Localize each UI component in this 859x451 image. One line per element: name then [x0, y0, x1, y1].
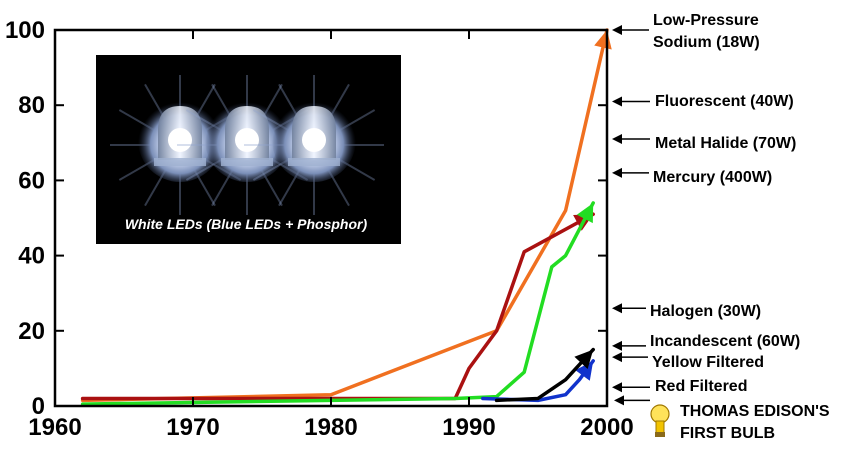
reference-level: Red Filtered — [612, 378, 747, 395]
reference-label: Red Filtered — [655, 378, 747, 395]
series-arrowhead-3 — [575, 360, 594, 381]
x-tick-label: 2000 — [580, 414, 633, 441]
y-tick-label: 40 — [18, 243, 45, 270]
led-bulb-icon — [110, 75, 250, 215]
arrow-left-icon — [614, 395, 624, 406]
light-bulb-icon — [650, 404, 670, 437]
series-lines — [80, 28, 612, 406]
reference-level: Fluorescent (40W) — [612, 93, 794, 110]
series-line-4 — [494, 347, 595, 403]
arrow-left-icon — [612, 134, 622, 145]
arrow-left-icon — [612, 340, 622, 351]
led-bulb-icon — [177, 75, 317, 215]
y-tick-label: 100 — [5, 17, 45, 44]
reference-level: Low-Pressure Sodium (18W) — [612, 12, 760, 51]
reference-level: Metal Halide (70W) — [612, 134, 796, 152]
arrow-left-icon — [612, 382, 622, 393]
series-arrowhead-0 — [594, 30, 612, 50]
photo-caption: White LEDs (Blue LEDs + Phosphor) — [125, 216, 368, 232]
arrow-left-icon — [612, 25, 622, 35]
reference-level: Mercury (400W) — [612, 167, 772, 186]
y-tick-label: 0 — [32, 393, 45, 420]
series-line-2 — [80, 201, 595, 406]
reference-label: Yellow Filtered — [652, 354, 764, 371]
reference-label: Metal Halide (70W) — [655, 135, 796, 152]
reference-label: Mercury (400W) — [653, 169, 772, 186]
x-tick-label: 1980 — [304, 414, 357, 441]
arrow-left-icon — [612, 352, 622, 363]
reference-level: Halogen (30W) — [612, 303, 761, 320]
y-tick-label: 80 — [18, 92, 45, 119]
arrow-left-icon — [612, 303, 622, 314]
x-tick-label: 1960 — [28, 414, 81, 441]
x-tick-label: 1990 — [442, 414, 495, 441]
reference-level: THOMAS EDISON'S FIRST BULB — [614, 395, 830, 442]
reference-label: Low-Pressure Sodium (18W) — [653, 12, 760, 51]
axis-ticks: 0 20 40 60 80 100 1960 1970 1980 1990 2000 — [5, 17, 634, 441]
y-tick-label: 20 — [18, 318, 45, 345]
reference-label: Incandescent (60W) — [650, 333, 800, 350]
reference-label: Halogen (30W) — [650, 303, 761, 320]
reference-levels: Low-Pressure Sodium (18W) Fluorescent (40W… — [612, 12, 830, 442]
x-tick-label: 1970 — [166, 414, 219, 441]
series-arrowhead-2 — [576, 202, 594, 224]
reference-level: Yellow Filtered — [612, 352, 764, 371]
reference-label: Fluorescent (40W) — [655, 93, 794, 110]
y-tick-label: 60 — [18, 167, 45, 194]
reference-label: THOMAS EDISON'S FIRST BULB — [680, 403, 830, 442]
reference-level: Incandescent (60W) — [612, 333, 800, 351]
led-bulb-icon — [244, 75, 384, 215]
arrow-left-icon — [612, 96, 622, 107]
series-arrowhead-4 — [574, 349, 594, 369]
arrow-left-icon — [612, 167, 622, 178]
